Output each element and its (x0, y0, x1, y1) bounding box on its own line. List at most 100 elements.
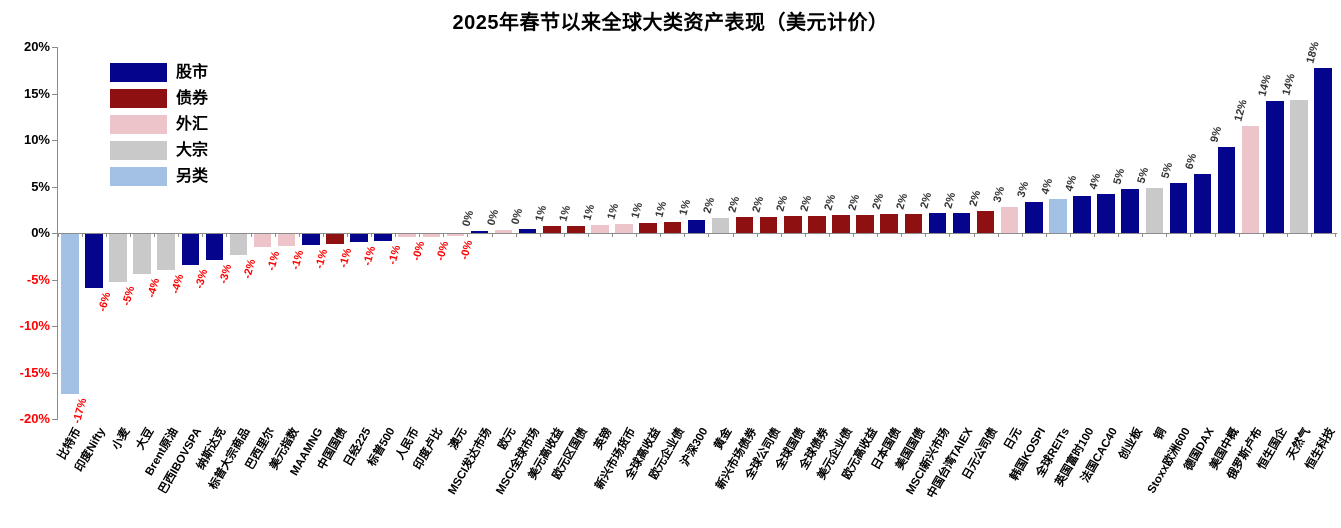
bar-value-label: 14% (1256, 73, 1274, 98)
bar-value-label: 12% (1232, 98, 1250, 123)
y-tick (52, 233, 57, 234)
bar (1145, 188, 1163, 233)
bar (832, 215, 850, 233)
bar-value-label: 3% (991, 185, 1007, 204)
y-tick-label: 20% (23, 39, 50, 54)
bar-value-label: -3% (217, 263, 234, 286)
bar-value-label: -4% (144, 277, 162, 300)
bar (1000, 206, 1019, 233)
y-tick-label: -15% (19, 364, 50, 380)
legend-swatch (110, 89, 167, 108)
bar-value-label: 2% (918, 191, 935, 211)
x-tick (1262, 233, 1264, 237)
x-tick (467, 233, 469, 237)
bar-value-label: 2% (942, 190, 959, 210)
x-tick (322, 233, 324, 237)
bar-value-label: 1% (605, 201, 622, 221)
category-label: 铜 (1152, 426, 1169, 442)
x-tick (684, 233, 686, 237)
bar (157, 233, 175, 270)
bar (302, 233, 320, 245)
bar (784, 216, 802, 233)
x-tick (105, 233, 107, 237)
bar (133, 233, 151, 275)
x-tick (612, 233, 613, 237)
y-tick-label: 10% (23, 132, 50, 147)
legend-label: 外汇 (176, 116, 209, 133)
x-tick (1094, 233, 1095, 237)
x-tick (1142, 233, 1144, 237)
x-tick (298, 233, 300, 237)
bar (856, 214, 874, 233)
bar-value-label: -5% (120, 284, 138, 307)
y-tick (52, 279, 57, 281)
bar-value-label: -1% (337, 246, 355, 269)
category-label: 创业板 (1116, 426, 1145, 462)
legend-swatch (110, 115, 167, 134)
x-tick (371, 233, 372, 237)
x-tick (1118, 233, 1120, 237)
bar-value-label: 1% (581, 202, 598, 222)
bar (952, 212, 971, 233)
bar-value-label: 0% (509, 207, 525, 227)
bar (928, 213, 947, 233)
bar-value-label: -1% (313, 247, 331, 270)
legend-label: 大宗 (176, 142, 209, 159)
x-tick (1190, 233, 1192, 237)
legend-swatch (110, 63, 167, 82)
bar (205, 233, 224, 261)
bar-value-label: 0% (460, 208, 477, 228)
x-tick (1286, 233, 1288, 237)
x-tick (925, 233, 927, 237)
bar (687, 219, 706, 233)
bar (880, 214, 898, 233)
x-tick (346, 233, 348, 237)
bar-value-label: -0% (458, 239, 475, 262)
x-tick (708, 233, 710, 237)
bar (61, 233, 79, 395)
x-tick (515, 233, 517, 237)
bar (1025, 202, 1043, 233)
bar-value-label: 2% (774, 194, 790, 213)
x-axis-line (57, 232, 1337, 234)
bar-value-label: 1% (677, 198, 694, 217)
bar-value-label: -17% (71, 397, 90, 426)
x-tick (274, 233, 276, 237)
x-tick (997, 233, 999, 237)
category-label: 欧元 (496, 426, 518, 452)
x-tick (732, 233, 734, 237)
bar (567, 225, 585, 233)
bar (253, 233, 272, 247)
category-label: 黄金 (712, 426, 735, 452)
bar-value-label: 2% (966, 188, 983, 208)
x-tick (419, 233, 421, 237)
y-tick (52, 326, 57, 327)
x-tick (660, 233, 662, 237)
bar-value-label: 1% (629, 201, 646, 220)
legend-swatch (110, 167, 167, 186)
bar (1073, 195, 1091, 233)
legend-label: 另类 (176, 168, 209, 185)
category-label: 大豆 (134, 426, 157, 452)
y-tick (52, 93, 57, 95)
bar (446, 233, 465, 237)
category-label: 日元 (1002, 426, 1025, 452)
x-tick (853, 233, 854, 237)
bar-value-label: 3% (1015, 180, 1031, 200)
bar (639, 222, 657, 233)
bar (735, 217, 754, 233)
x-tick (587, 233, 589, 237)
category-label: 英镑 (592, 426, 615, 452)
x-tick (250, 233, 252, 237)
bar-value-label: -1% (385, 243, 403, 266)
x-tick (1214, 233, 1216, 237)
bar-value-label: 4% (1087, 172, 1104, 191)
x-tick (804, 233, 806, 237)
x-tick (949, 233, 951, 237)
bar-value-label: 2% (822, 193, 839, 213)
x-tick (539, 233, 541, 237)
bar-value-label: -1% (361, 244, 379, 267)
bar (1217, 146, 1236, 233)
y-tick (52, 186, 57, 188)
